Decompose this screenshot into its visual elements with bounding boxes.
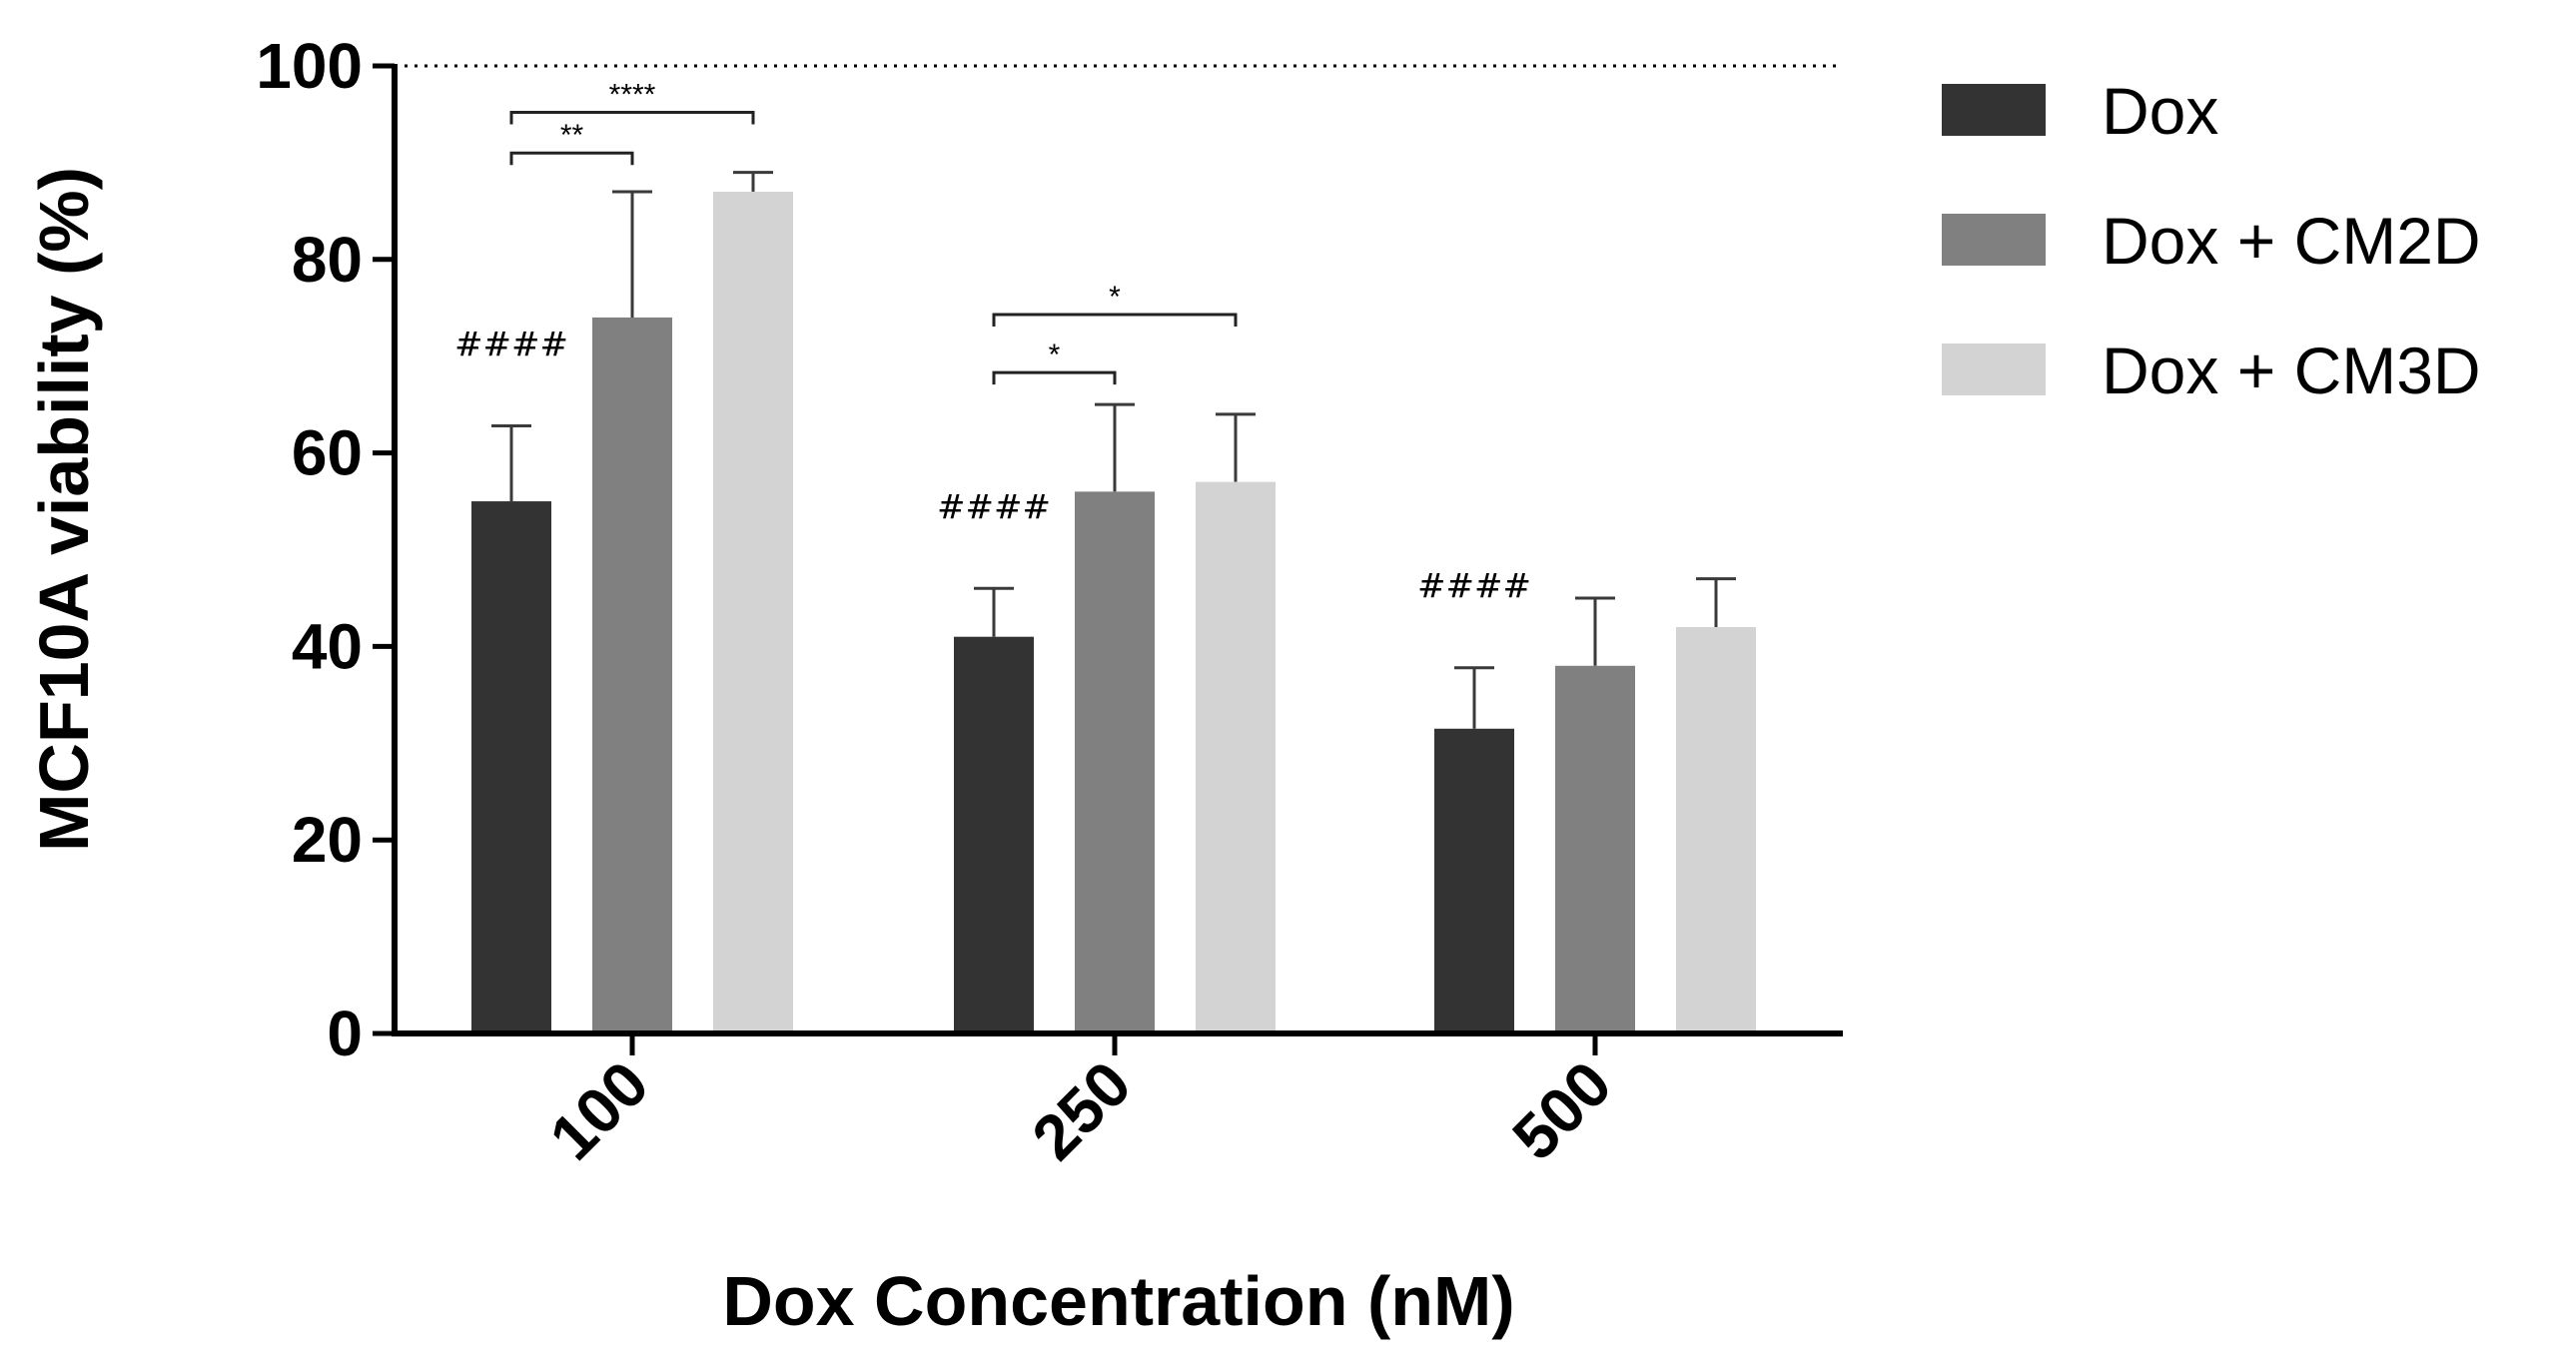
legend-swatch-1	[1942, 214, 2046, 266]
significance-bracket	[509, 111, 755, 125]
x-tick-label-250: 250	[1018, 1047, 1144, 1173]
bar-dox-500	[1434, 728, 1514, 1033]
y-tick-label: 100	[256, 30, 363, 102]
significance-label: **	[560, 119, 584, 152]
x-axis-title: Dox Concentration (nM)	[722, 1262, 1514, 1340]
significance-label: *	[1109, 281, 1121, 314]
bar-dox-cm3d-500	[1676, 627, 1756, 1033]
y-tick-label: 80	[292, 224, 363, 296]
hash-annotation-500: ####	[1417, 567, 1531, 607]
significance-bracket	[992, 313, 1238, 328]
annotations-layer: ############********	[454, 79, 1531, 607]
legend-swatch-2	[1942, 343, 2046, 395]
y-tick-label: 40	[292, 610, 363, 682]
hash-annotation-250: ####	[937, 487, 1051, 527]
significance-label: *	[1049, 339, 1061, 371]
bar-dox-250	[954, 636, 1034, 1033]
bar-dox-cm3d-250	[1196, 481, 1276, 1033]
y-axis-title: MCF10A viability (%)	[25, 167, 103, 852]
x-tick-label-500: 500	[1498, 1047, 1624, 1173]
significance-bracket	[509, 151, 634, 166]
significance-bracket	[992, 370, 1117, 385]
legend-label-2: Dox + CM3D	[2102, 334, 2481, 407]
bar-dox-cm2d-500	[1555, 665, 1635, 1033]
bar-dox-cm2d-250	[1075, 491, 1155, 1033]
bar-dox-cm3d-100	[713, 191, 793, 1034]
hash-annotation-100: ####	[454, 325, 568, 364]
y-tick-label: 20	[292, 804, 363, 876]
bar-dox-100	[471, 501, 551, 1033]
bar-dox-cm2d-100	[592, 317, 672, 1033]
significance-label: ****	[609, 79, 656, 112]
legend-swatch-0	[1942, 84, 2046, 136]
legend-label-0: Dox	[2102, 74, 2218, 148]
y-tick-label: 60	[292, 417, 363, 489]
x-tick-label-100: 100	[535, 1047, 661, 1173]
y-tick-label: 0	[327, 998, 363, 1069]
legend: Dox Dox + CM2D Dox + CM3D	[1942, 74, 2481, 407]
legend-label-1: Dox + CM2D	[2102, 204, 2481, 278]
bars-layer	[471, 171, 1756, 1034]
